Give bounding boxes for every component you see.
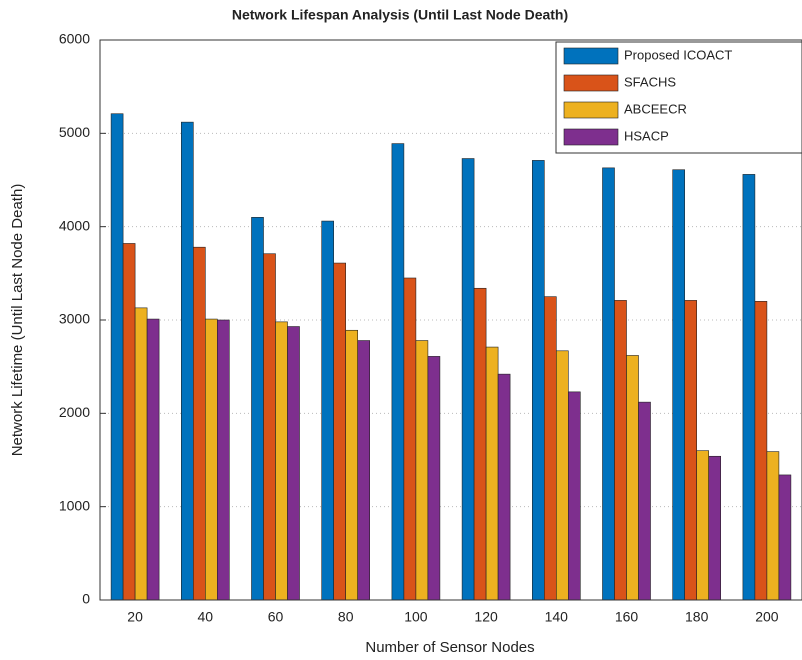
bar: [638, 401, 651, 601]
x-axis-label: Number of Sensor Nodes: [365, 639, 534, 656]
bar: [275, 321, 288, 601]
y-tick-label: 0: [82, 591, 90, 607]
bar: [134, 307, 148, 601]
bar: [403, 277, 417, 601]
x-tick-label: 60: [268, 609, 284, 625]
y-tick-label: 1000: [59, 497, 90, 513]
y-tick-label: 3000: [59, 311, 90, 327]
bar: [321, 220, 335, 601]
legend-label: Proposed ICOACT: [624, 47, 732, 62]
bar: [742, 174, 756, 601]
bar: [357, 340, 371, 601]
bar: [473, 287, 487, 601]
bar: [497, 373, 511, 601]
bar: [263, 253, 276, 601]
bar: [485, 346, 499, 601]
x-tick-label: 160: [615, 609, 639, 625]
bar: [626, 355, 639, 601]
bar: [333, 262, 347, 601]
bar: [684, 300, 698, 601]
bar: [181, 121, 194, 601]
bar: [754, 301, 768, 601]
bar: [461, 158, 475, 601]
y-tick-label: 2000: [59, 404, 90, 420]
bar: [602, 167, 615, 601]
legend-label: HSACP: [624, 128, 669, 143]
legend-label: ABCEECR: [624, 101, 687, 116]
legend-swatch: [563, 47, 619, 65]
legend-swatch: [563, 74, 619, 92]
bar: [217, 319, 230, 601]
bar: [614, 300, 627, 601]
x-tick-label: 120: [474, 609, 498, 625]
x-tick-label: 200: [755, 609, 779, 625]
bar: [543, 296, 557, 601]
x-tick-label: 80: [338, 609, 354, 625]
legend-swatch: [563, 128, 619, 146]
y-tick-label: 4000: [59, 217, 90, 233]
bar: [251, 217, 264, 601]
y-tick-label: 6000: [59, 31, 90, 47]
bar: [345, 329, 359, 601]
x-tick-label: 40: [198, 609, 214, 625]
bar: [567, 391, 581, 601]
axes-box: [99, 39, 802, 601]
bar: [122, 243, 136, 601]
bar: [672, 169, 686, 601]
bar: [287, 326, 300, 601]
bar: [696, 450, 710, 601]
y-axis-label: Network Lifetime (Until Last Node Death): [9, 184, 26, 457]
bar: [427, 356, 441, 601]
bar: [146, 318, 160, 601]
bar: [531, 160, 545, 601]
legend-swatch: [563, 101, 619, 119]
y-tick-label: 5000: [59, 124, 90, 140]
bar: [205, 318, 218, 601]
x-tick-label: 140: [545, 609, 569, 625]
bar: [415, 340, 429, 601]
legend-label: SFACHS: [624, 74, 676, 89]
bar: [778, 474, 792, 601]
bar: [193, 246, 206, 601]
x-tick-label: 180: [685, 609, 709, 625]
chart-title: Network Lifespan Analysis (Until Last No…: [232, 7, 568, 23]
x-tick-label: 100: [404, 609, 428, 625]
x-tick-label: 20: [127, 609, 143, 625]
bar: [110, 113, 124, 601]
bar: [766, 451, 780, 601]
bar: [391, 143, 405, 601]
bar: [708, 455, 722, 601]
bar: [555, 350, 569, 601]
